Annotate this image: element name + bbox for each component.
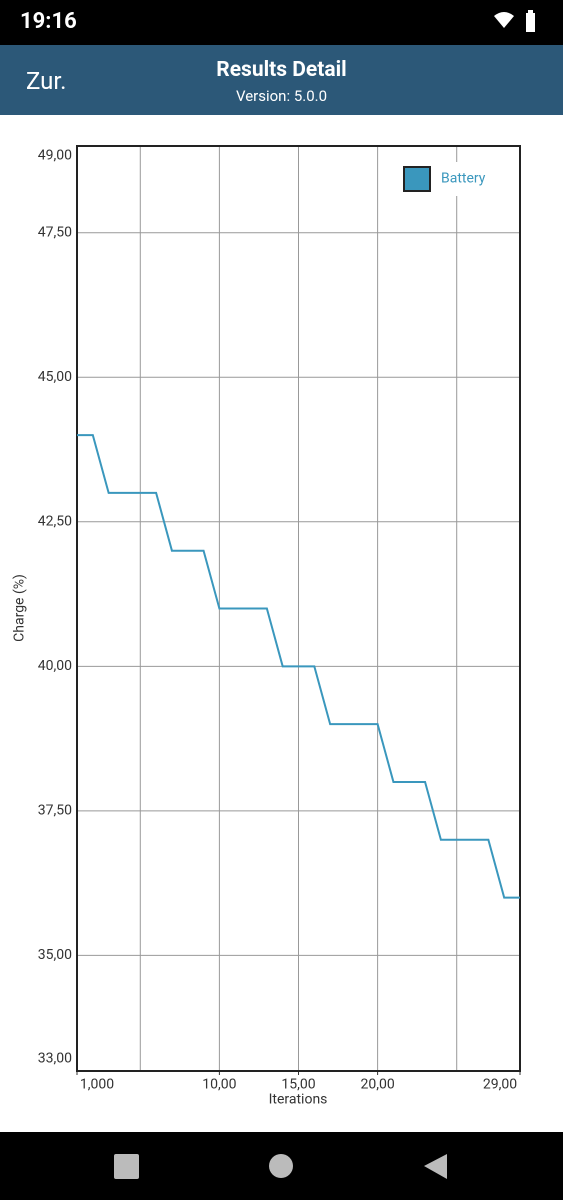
x-tick-label: 29,00: [483, 1077, 517, 1093]
back-button[interactable]: Zur.: [26, 67, 67, 95]
chart: Charge (%) Iterations 33,00 35,00 37,50 40,…: [12, 145, 521, 1108]
app-bar: Zur. Results Detail Version: 5.0.0: [0, 45, 563, 115]
x-axis-title: Iterations: [269, 1092, 328, 1108]
home-button[interactable]: [269, 1154, 293, 1178]
y-tick-label: 35,00: [38, 947, 72, 963]
plot-frame: [76, 145, 521, 1072]
status-bar: 19:16: [0, 0, 563, 45]
x-tick-label: 1,000: [80, 1077, 114, 1093]
y-axis-title: Charge (%): [12, 574, 28, 642]
status-icons: [494, 10, 535, 32]
legend-swatch: [403, 166, 431, 192]
y-tick-label: 40,00: [38, 658, 72, 674]
legend-label: Battery: [441, 171, 486, 187]
x-tick-label: 15,00: [281, 1077, 315, 1093]
x-tick-label: 10,00: [202, 1077, 236, 1093]
back-nav-button[interactable]: [424, 1154, 447, 1179]
y-tick-label: 42,50: [38, 513, 72, 529]
recents-button[interactable]: [114, 1154, 139, 1179]
nav-bar: [0, 1132, 563, 1200]
y-tick-label: 49,00: [38, 148, 72, 164]
x-tick-label: 20,00: [360, 1077, 394, 1093]
y-tick-label: 37,50: [38, 803, 72, 819]
series-line: [77, 434, 520, 899]
nav-buttons: [114, 1154, 447, 1179]
clock: 19:16: [20, 9, 77, 34]
screen-subtitle: Version: 5.0.0: [235, 87, 328, 105]
screen-title: Results Detail: [216, 58, 347, 82]
y-tick-label: 45,00: [38, 369, 72, 385]
y-tick-label: 47,50: [38, 224, 72, 240]
y-tick-label: 33,00: [38, 1051, 72, 1067]
